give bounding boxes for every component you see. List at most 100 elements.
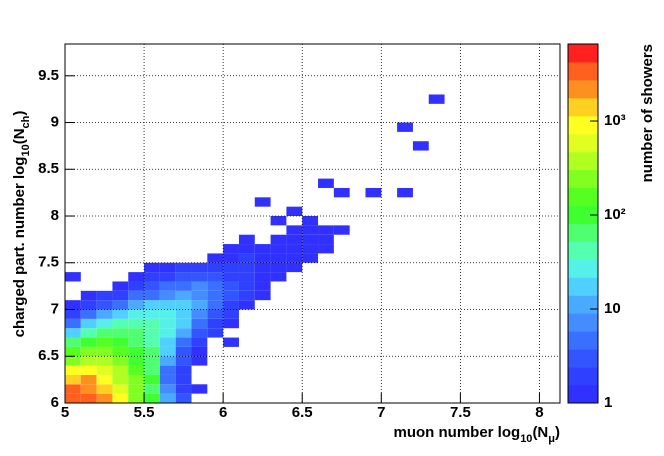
heat-cell	[80, 384, 97, 394]
colorbar-segment	[568, 115, 598, 135]
heat-cell	[144, 300, 160, 310]
heat-cell	[159, 262, 176, 273]
heat-cell	[175, 393, 192, 403]
heat-cell	[397, 187, 413, 198]
x-tick-label: 5	[61, 404, 69, 421]
y-tick-label: 8	[51, 207, 59, 224]
colorbar-segment	[568, 151, 598, 171]
heat-cell	[65, 272, 81, 282]
colorbar-segment	[568, 241, 598, 260]
y-tick-label: 9.5	[38, 67, 59, 84]
colorbar-segment	[568, 367, 598, 386]
x-title-part: muon number log	[394, 424, 521, 441]
colorbar-tick-label: 10³	[604, 112, 626, 129]
colorbar-tick-label: 1	[604, 394, 612, 411]
heat-cell	[128, 309, 145, 319]
heat-cell	[96, 374, 113, 385]
heat-cell	[65, 356, 81, 366]
colorbar-segment	[568, 223, 598, 242]
heat-cell	[96, 328, 113, 338]
heat-cell	[159, 374, 176, 385]
heat-cell	[80, 328, 97, 338]
heat-cell	[159, 346, 176, 357]
y-title-sub: 10	[20, 144, 32, 156]
heat-cell	[159, 365, 176, 375]
heat-cell	[223, 290, 239, 301]
heat-cell	[223, 272, 239, 282]
y-title-sub: ch	[20, 115, 32, 128]
heat-cell	[65, 328, 81, 338]
x-tick-label: 7.5	[450, 404, 471, 421]
heat-cell	[159, 300, 176, 310]
heat-cell	[238, 290, 255, 301]
heat-cell	[128, 384, 145, 394]
colorbar-segment	[568, 169, 598, 189]
heat-cell	[112, 337, 129, 347]
heat-cell	[191, 281, 208, 291]
heat-cell	[144, 384, 160, 394]
heat-cell	[128, 300, 145, 310]
heat-cell	[207, 328, 224, 338]
heat-cell	[302, 216, 319, 226]
x-tick-label: 6	[219, 404, 227, 421]
colorbar-frame	[567, 43, 599, 404]
colorbar-segment	[568, 277, 598, 296]
heat-cell	[207, 253, 224, 263]
heat-cell	[191, 337, 208, 347]
heat-cell	[144, 262, 160, 273]
heat-cell	[128, 318, 145, 329]
heat-cell	[128, 393, 145, 403]
heat-cell	[96, 393, 113, 403]
heat-cell	[128, 290, 145, 301]
heat-cell	[175, 356, 192, 366]
heat-cell	[175, 318, 192, 329]
y-title-part: charged part. number log	[11, 157, 28, 338]
heat-cell	[270, 244, 287, 254]
colorbar-segment	[568, 331, 598, 350]
heat-cell	[238, 253, 255, 263]
x-axis-title: muon number log10(Nμ)	[394, 424, 560, 445]
heat-cell	[223, 253, 239, 263]
heat-cell	[112, 328, 129, 338]
heat-cell	[302, 244, 319, 254]
heat-cell	[207, 318, 224, 329]
heat-cell	[175, 272, 192, 282]
heat-cell	[302, 253, 319, 263]
heat-cell	[270, 216, 287, 226]
heat-cell	[144, 272, 160, 282]
heat-cell	[254, 272, 271, 282]
x-title-sub: 10	[520, 433, 532, 445]
heat-cell	[254, 197, 271, 207]
colorbar-segment	[568, 79, 598, 99]
heat-cell	[128, 337, 145, 347]
heat-cell	[175, 374, 192, 385]
heat-cell	[207, 309, 224, 319]
heat-cell	[112, 365, 129, 375]
heat-cell	[191, 356, 208, 366]
heat-cell	[318, 225, 334, 235]
heat-cell	[191, 346, 208, 357]
colorbar-segment	[568, 385, 598, 404]
heat-cell	[159, 272, 176, 282]
heat-cell	[175, 281, 192, 291]
heat-cell	[365, 187, 382, 198]
heat-cell	[128, 272, 145, 282]
heat-cell	[144, 290, 160, 301]
colorbar-segment	[568, 187, 598, 207]
heat-cell	[128, 356, 145, 366]
colorbar-segment	[568, 349, 598, 368]
heat-cell	[159, 281, 176, 291]
colorbar-title: number of showers	[639, 44, 656, 182]
heat-cell	[144, 346, 160, 357]
heat-cell	[128, 374, 145, 385]
heat-cell	[191, 328, 208, 338]
heat-cell	[286, 225, 303, 235]
y-title-part: )	[11, 111, 28, 116]
heat-cell	[65, 393, 81, 403]
heat-cell	[270, 253, 287, 263]
heat-cell	[144, 365, 160, 375]
heat-cell	[254, 290, 271, 301]
colorbar-segment	[568, 295, 598, 314]
heat-cell	[65, 374, 81, 385]
